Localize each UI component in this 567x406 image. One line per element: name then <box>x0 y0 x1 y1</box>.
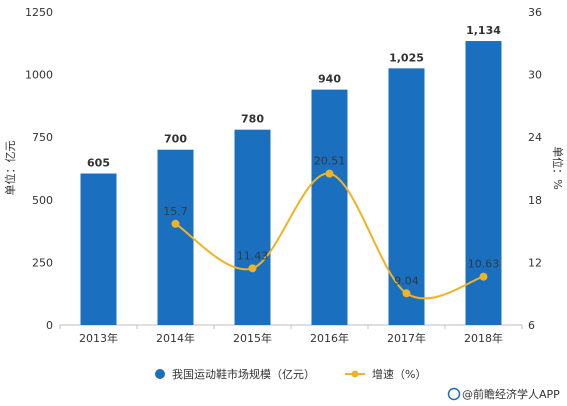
source-note: @前瞻经济学人APP <box>447 387 560 401</box>
x-tick-label: 2017年 <box>387 331 426 345</box>
left-tick-label: 0 <box>46 319 53 332</box>
left-tick-label: 500 <box>32 194 53 207</box>
left-tick-label: 750 <box>32 131 53 144</box>
bar <box>80 173 117 325</box>
bar <box>311 89 348 326</box>
bar-value-label: 940 <box>318 73 341 86</box>
growth-rate-point <box>171 219 180 228</box>
x-tick-label: 2013年 <box>79 331 118 345</box>
bar <box>234 129 271 325</box>
bar-value-label: 605 <box>87 157 110 170</box>
growth-rate-label: 11.43 <box>237 249 269 262</box>
growth-rate-point <box>248 264 257 273</box>
left-tick-label: 1000 <box>25 69 53 82</box>
growth-rate-label: 9.04 <box>394 274 419 287</box>
bar-value-label: 780 <box>241 113 264 126</box>
bar-value-label: 1,025 <box>389 51 424 64</box>
left-tick-label: 1250 <box>25 6 53 19</box>
right-tick-label: 36 <box>528 6 542 19</box>
right-axis-title: 单位：% <box>551 146 565 189</box>
bar-value-labels: 605 700 780 940 1,025 1,134 <box>87 24 501 169</box>
bar <box>388 68 425 325</box>
bar-value-label: 1,134 <box>466 24 501 37</box>
right-tick-label: 18 <box>528 194 542 207</box>
legend-bar-marker <box>155 369 165 379</box>
source-logo-icon <box>447 387 461 401</box>
growth-rate-label: 10.63 <box>468 258 500 271</box>
line-series: 15.7 11.43 20.51 9.04 10.63 <box>163 155 500 300</box>
legend: 我国运动鞋市场规模（亿元） 增速（%） <box>155 367 426 381</box>
x-tick-label: 2014年 <box>156 331 195 345</box>
bar <box>157 149 194 325</box>
legend-line-marker-dot <box>351 370 359 378</box>
growth-rate-point <box>479 272 488 281</box>
right-tick-label: 30 <box>528 69 542 82</box>
legend-bar-label: 我国运动鞋市场规模（亿元） <box>172 367 315 381</box>
x-tick-label: 2015年 <box>233 331 272 345</box>
growth-rate-label: 20.51 <box>314 155 346 168</box>
right-tick-label: 12 <box>528 256 542 269</box>
growth-rate-label: 15.7 <box>163 205 188 218</box>
bar-value-label: 700 <box>164 133 187 146</box>
left-axis-ticks: 0 250 500 750 1000 1250 <box>25 6 53 332</box>
x-tick-label: 2018年 <box>464 331 503 345</box>
bar-series <box>80 41 502 326</box>
source-label: @前瞻经济学人APP <box>462 387 560 401</box>
left-tick-label: 250 <box>32 256 53 269</box>
x-axis-ticks: 2013年 2014年 2015年 2016年 2017年 2018年 <box>59 325 523 345</box>
x-tick-label: 2016年 <box>310 331 349 345</box>
left-axis-title: 单位：亿元 <box>3 141 17 196</box>
right-tick-label: 6 <box>528 319 535 332</box>
right-axis-ticks: 6 12 18 24 30 36 <box>528 6 542 332</box>
growth-rate-point <box>402 289 411 298</box>
legend-line-label: 增速（%） <box>372 367 426 381</box>
growth-rate-point <box>325 169 334 178</box>
right-tick-label: 24 <box>528 131 542 144</box>
